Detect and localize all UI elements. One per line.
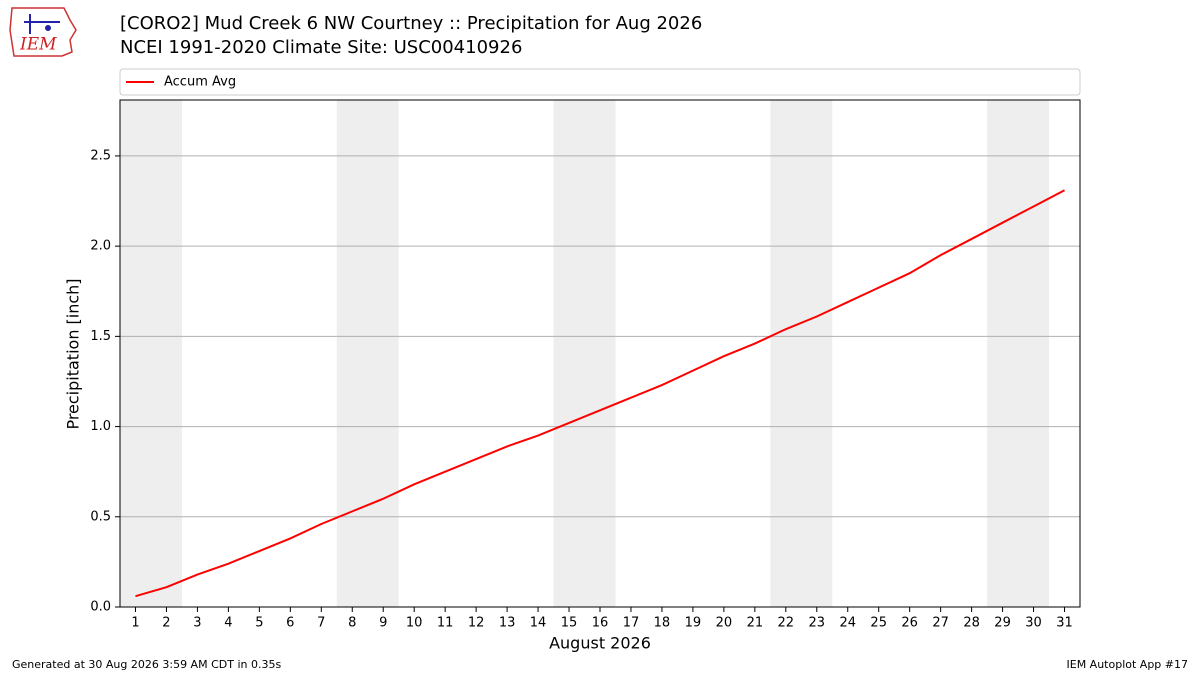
x-tick-label: 20 [716, 616, 733, 631]
x-tick-label: 6 [286, 616, 294, 631]
x-tick-label: 2 [162, 616, 170, 631]
logo-text: IEM [19, 35, 57, 55]
chart-subtitle: NCEI 1991-2020 Climate Site: USC00410926 [120, 37, 522, 58]
x-tick-label: 10 [406, 616, 423, 631]
logo: IEM [9, 7, 77, 57]
x-tick-label: 24 [839, 616, 856, 631]
x-tick-label: 29 [994, 616, 1011, 631]
legend-box [119, 68, 1081, 96]
y-axis-label: Precipitation [inch] [64, 278, 83, 429]
weekend-shade [987, 100, 1050, 607]
footer-left: Generated at 30 Aug 2026 3:59 AM CDT in … [12, 658, 281, 671]
x-tick-label: 28 [963, 616, 980, 631]
x-tick-label: 1 [131, 616, 139, 631]
x-tick-label: 13 [499, 616, 516, 631]
y-tick-label: 2.0 [90, 239, 111, 254]
x-axis-label: August 2026 [549, 634, 651, 653]
x-tick-label: 9 [379, 616, 387, 631]
x-tick-label: 3 [193, 616, 201, 631]
x-tick-label: 26 [901, 616, 918, 631]
weekend-shade [553, 100, 616, 607]
x-tick-label: 4 [224, 616, 232, 631]
y-tick-label: 0.5 [90, 509, 111, 524]
weekend-shade [120, 100, 182, 607]
x-tick-label: 11 [437, 616, 454, 631]
x-tick-label: 25 [870, 616, 887, 631]
x-tick-label: 31 [1056, 616, 1073, 631]
legend-label: Accum Avg [164, 75, 236, 90]
x-tick-label: 17 [623, 616, 640, 631]
chart-title: [CORO2] Mud Creek 6 NW Courtney :: Preci… [120, 13, 702, 34]
x-tick-label: 27 [932, 616, 949, 631]
x-tick-label: 15 [561, 616, 578, 631]
x-tick-label: 5 [255, 616, 263, 631]
y-tick-label: 1.0 [90, 419, 111, 434]
x-tick-label: 8 [348, 616, 356, 631]
x-tick-label: 7 [317, 616, 325, 631]
footer-right: IEM Autoplot App #17 [1067, 658, 1189, 671]
weekend-shade [336, 100, 399, 607]
x-tick-label: 21 [747, 616, 764, 631]
x-tick-label: 16 [592, 616, 609, 631]
weekend-shade [770, 100, 833, 607]
x-tick-label: 30 [1025, 616, 1042, 631]
x-tick-label: 12 [468, 616, 485, 631]
x-tick-label: 19 [685, 616, 702, 631]
y-tick-label: 2.5 [90, 148, 111, 163]
x-tick-label: 22 [778, 616, 795, 631]
x-tick-label: 18 [654, 616, 671, 631]
y-tick-label: 1.5 [90, 329, 111, 344]
data-line [135, 189, 1065, 598]
plot-frame [119, 99, 1081, 608]
x-tick-label: 14 [530, 616, 547, 631]
y-tick-label: 0.0 [90, 600, 111, 615]
x-tick-label: 23 [809, 616, 826, 631]
